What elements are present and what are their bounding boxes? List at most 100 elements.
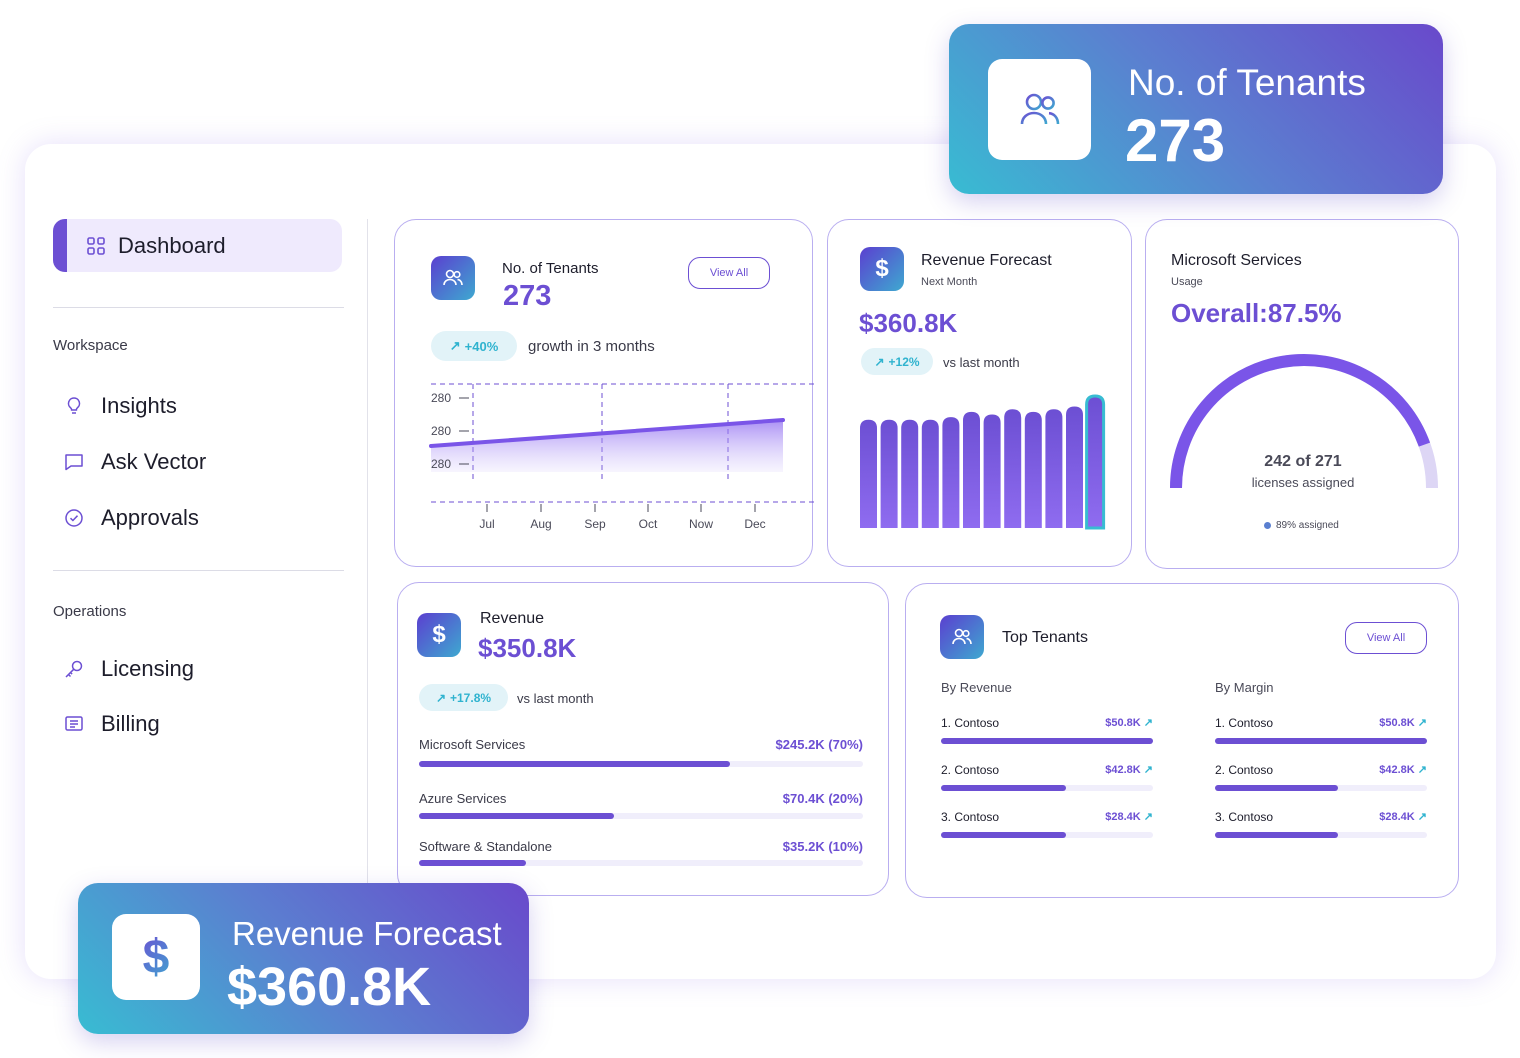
sidebar-item-ask-vector[interactable]: Ask Vector [63,449,206,475]
x-tick-label: Dec [744,517,765,531]
forecast-bar [942,417,960,528]
check-circle-icon [65,509,83,527]
sidebar-item-label: Ask Vector [101,449,207,474]
forecast-bar [1045,409,1063,528]
sidebar-item-billing[interactable]: Billing [63,711,160,737]
trend-up-icon: ↗ [1414,717,1427,729]
tenant-row[interactable]: 3. Contoso $28.4K ↗ [1215,810,1427,840]
assigned-count: 242 of 271 [1264,453,1342,470]
revenue-row-track [419,761,863,767]
float-title: No. of Tenants [1128,62,1366,103]
revenue-row-value: $35.2K (10%) [782,839,863,854]
sidebar-item-dashboard[interactable]: Dashboard [53,219,342,272]
forecast-float-card: $ Revenue Forecast $360.8K [78,883,529,1034]
x-tick-label: Oct [639,517,658,531]
revenue-row-track [419,813,863,819]
growth-text: growth in 3 months [528,338,655,355]
tenant-bar-fill [941,832,1067,838]
tenant-name: 2. Contoso [941,763,1000,777]
tenant-bar-track [941,738,1153,744]
tenant-row[interactable]: 2. Contoso $42.8K ↗ [941,763,1153,793]
forecast-card: $ Revenue Forecast Next Month $360.8K ↗ … [827,219,1132,567]
tenant-value: $50.8K ↗ [1379,716,1427,729]
tenant-bar-track [1215,785,1427,791]
change-badge: ↗ +12% [861,348,933,375]
trend-up-icon: ↗ [1414,764,1427,776]
tenant-bar-fill [941,785,1067,791]
tenant-value-text: $28.4K [1105,811,1141,823]
trend-up-icon: ↗ [1414,811,1427,823]
legend-dot [1264,522,1271,529]
tenant-value: $42.8K ↗ [1379,763,1427,776]
card-title: Revenue [480,610,545,627]
sidebar-item-licensing[interactable]: Licensing [63,656,194,682]
change-value: +17.8% [450,690,492,705]
active-indicator [53,219,67,272]
revenue-row-label: Software & Standalone [419,839,552,854]
revenue-card: $ Revenue $350.8K ↗ +17.8% vs last month… [397,582,889,896]
dollar-icon: $ [417,613,461,657]
tenants-float-card: No. of Tenants 273 [949,24,1443,194]
x-tick-label: Jul [479,517,494,531]
key-icon [65,660,83,678]
trend-up-icon: ↗ [1140,717,1153,729]
revenue-row-track [419,860,863,866]
forecast-bar [963,411,980,528]
trend-up-icon: ↗ [1140,811,1153,823]
tenant-name: 1. Contoso [1215,716,1274,730]
tenants-card: No. of Tenants 273 View All ↗ +40% growt… [394,219,814,567]
tenant-row[interactable]: 1. Contoso $50.8K ↗ [1215,716,1427,746]
change-text: vs last month [943,355,1020,370]
tenant-value-text: $42.8K [1379,764,1415,776]
x-tick-label: Aug [530,517,551,531]
grid-icon [87,236,105,255]
x-tick-label: Now [689,517,713,531]
trend-up-icon: ↗ [435,690,446,705]
tenant-name: 1. Contoso [941,716,1000,730]
view-all-button[interactable]: View All [688,257,770,289]
legend-label: 89% assigned [1276,520,1339,531]
card-subtitle: Next Month [921,276,978,288]
tenant-bar-track [941,832,1153,838]
column-title-margin: By Margin [1215,680,1274,695]
change-badge: ↗ +17.8% [419,684,508,711]
lightbulb-icon [67,397,81,414]
tenant-bar-track [1215,738,1427,744]
tenant-bar-track [941,785,1153,791]
divider [53,570,344,571]
users-icon [1020,93,1059,124]
series-line [429,418,785,448]
forecast-bar [1085,394,1106,530]
card-title: Microsoft Services [1171,252,1302,269]
area-fill [431,420,783,472]
card-title: No. of Tenants [502,260,599,277]
chat-icon [65,454,83,471]
sidebar-item-insights[interactable]: Insights [63,393,177,419]
card-subtitle: Usage [1171,276,1203,288]
sidebar-item-approvals[interactable]: Approvals [63,505,199,531]
revenue-row-fill [419,860,526,866]
assigned-text: licenses assigned [1251,475,1355,490]
trend-up-icon: ↗ [1140,764,1153,776]
tenants-area-chart: 280 280 280 Jul Aug Sep Oct Now Dec [429,383,814,531]
card-title: Revenue Forecast [921,252,1052,269]
tenant-row[interactable]: 2. Contoso $42.8K ↗ [1215,763,1427,793]
tenant-row[interactable]: 3. Contoso $28.4K ↗ [941,810,1153,840]
tenant-value-text: $50.8K [1379,717,1415,729]
forecast-value: $360.8K [859,308,958,338]
tenant-name: 2. Contoso [1215,763,1274,777]
tenant-row[interactable]: 1. Contoso $50.8K ↗ [941,716,1153,746]
sidebar-item-label: Dashboard [118,232,226,258]
ms-services-card: Microsoft Services Usage Overall:87.5% 2… [1145,219,1459,569]
x-tick-label: Sep [584,517,606,531]
view-all-button[interactable]: View All [1345,622,1427,654]
forecast-bar [1066,406,1083,528]
usage-gauge [1170,354,1438,489]
growth-badge: ↗ +40% [431,331,517,361]
revenue-row-value: $70.4K (20%) [782,791,863,806]
overall-value: Overall:87.5% [1171,298,1342,328]
forecast-bar [921,419,939,528]
forecast-bar [880,419,898,528]
forecast-bar [860,419,877,528]
revenue-row-label: Azure Services [419,791,507,806]
